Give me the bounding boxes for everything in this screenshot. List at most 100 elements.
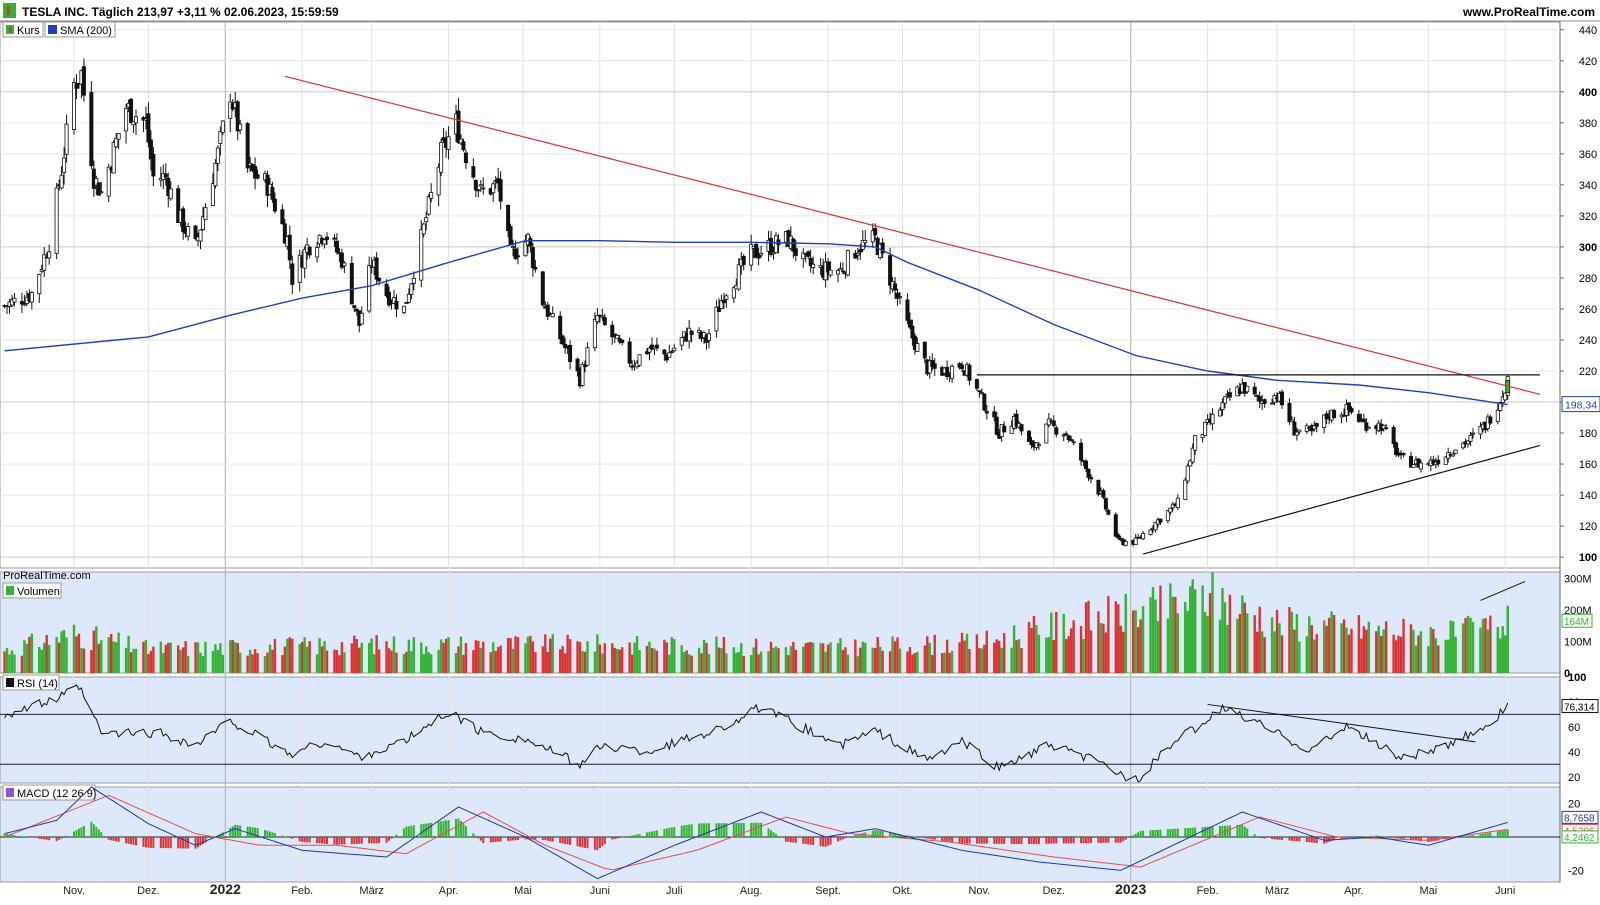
candle-body xyxy=(673,348,676,351)
volume-bar xyxy=(63,630,65,673)
volume-bar xyxy=(824,652,826,673)
volume-bar xyxy=(740,643,742,673)
macd-histogram-bar xyxy=(569,837,571,845)
macd-histogram-bar xyxy=(790,837,792,842)
header-site-link[interactable]: www.ProRealTime.com xyxy=(1462,5,1595,19)
macd-histogram-bar xyxy=(202,837,204,844)
macd-histogram-bar xyxy=(577,837,579,846)
volume-bar xyxy=(299,644,301,673)
macd-histogram-bar xyxy=(177,837,179,848)
volume-bar xyxy=(1308,616,1310,673)
volume-bar xyxy=(998,641,1000,673)
volume-bar xyxy=(1090,630,1092,673)
macd-histogram-bar xyxy=(805,837,807,844)
macd-histogram-bar xyxy=(1484,833,1486,837)
volume-bar xyxy=(1447,640,1449,673)
volume-bar xyxy=(1100,623,1102,673)
macd-histogram-bar xyxy=(653,831,655,837)
macd-histogram-bar xyxy=(1167,829,1169,837)
volume-bar xyxy=(951,651,953,673)
volume-bar xyxy=(480,648,482,673)
volume-bar xyxy=(958,642,960,673)
volume-bar xyxy=(150,651,152,673)
volume-bar xyxy=(532,641,534,673)
macd-histogram-bar xyxy=(1261,837,1263,838)
volume-bar xyxy=(58,643,60,673)
volume-bar xyxy=(599,644,601,673)
price-tick-label: 380 xyxy=(1579,118,1597,130)
macd-histogram-bar xyxy=(170,837,172,848)
macd-histogram-bar xyxy=(549,837,551,841)
macd-histogram-bar xyxy=(321,837,323,844)
volume-bar xyxy=(1015,640,1017,673)
volume-bar xyxy=(1172,597,1174,673)
macd-histogram-bar xyxy=(934,837,936,840)
macd-histogram-bar xyxy=(1033,837,1035,844)
volume-bar xyxy=(514,636,516,673)
candle-body xyxy=(680,338,683,346)
volume-bar xyxy=(976,634,978,673)
volume-bar xyxy=(720,648,722,673)
volume-bar xyxy=(1087,601,1089,673)
volume-bar xyxy=(472,650,474,673)
volume-bar xyxy=(194,642,196,673)
volume-bar xyxy=(576,641,578,673)
volume-bar xyxy=(202,656,204,673)
volume-bar xyxy=(232,640,234,673)
volume-bar xyxy=(1432,629,1434,673)
macd-histogram-bar xyxy=(663,829,665,837)
macd-histogram-bar xyxy=(959,837,961,843)
price-tick-label: 280 xyxy=(1579,273,1597,285)
macd-histogram-bar xyxy=(584,837,586,848)
macd-histogram-bar xyxy=(768,828,770,837)
volume-bar xyxy=(1311,625,1313,673)
candle-body xyxy=(968,365,971,380)
volume-bar xyxy=(370,638,372,673)
volume-bar xyxy=(152,647,154,673)
volume-bar xyxy=(1291,612,1293,673)
macd-histogram-bar xyxy=(839,837,841,840)
macd-histogram-bar xyxy=(58,837,60,840)
candle-body xyxy=(1072,442,1075,443)
macd-histogram-bar xyxy=(616,837,618,838)
macd-histogram-bar xyxy=(1259,837,1261,838)
volume-bar xyxy=(1028,622,1030,673)
macd-histogram-bar xyxy=(1159,830,1161,837)
volume-bar xyxy=(1045,638,1047,673)
volume-bar xyxy=(408,640,410,673)
volume-bar xyxy=(1449,620,1451,673)
volume-bar xyxy=(1502,626,1504,673)
volume-bar xyxy=(93,631,95,673)
macd-histogram-bar xyxy=(579,837,581,847)
volume-bar xyxy=(705,643,707,673)
volume-bar xyxy=(117,633,119,673)
volume-bar xyxy=(1219,620,1221,673)
macd-histogram-bar xyxy=(1395,837,1397,838)
volume-bar xyxy=(929,643,931,673)
macd-histogram-bar xyxy=(1293,837,1295,841)
macd-histogram-bar xyxy=(376,837,378,843)
macd-histogram-bar xyxy=(1298,837,1300,841)
volume-bar xyxy=(584,652,586,673)
volume-bar xyxy=(916,652,918,673)
volume-bar xyxy=(26,644,28,673)
macd-histogram-bar xyxy=(457,819,459,837)
volume-bar xyxy=(80,648,82,673)
volume-bar xyxy=(621,647,623,673)
volume-bar xyxy=(822,643,824,673)
macd-histogram-bar xyxy=(1470,836,1472,837)
volume-bar xyxy=(1206,616,1208,673)
macd-histogram-bar xyxy=(11,835,13,837)
price-tick-label: 240 xyxy=(1579,335,1597,347)
header-title: TESLA INC. Täglich 213,97 +3,11 % 02.06.… xyxy=(22,5,339,19)
candle-body xyxy=(601,316,604,317)
candle-body xyxy=(239,124,242,130)
rsi-panel-bg xyxy=(0,677,1560,783)
volume-bar xyxy=(1174,597,1176,673)
volume-bar xyxy=(775,646,777,673)
macd-histogram-bar xyxy=(792,837,794,843)
macd-histogram-bar xyxy=(289,837,291,838)
candle-body xyxy=(1089,477,1092,479)
volume-bar xyxy=(1030,628,1032,673)
volume-bar xyxy=(795,650,797,673)
